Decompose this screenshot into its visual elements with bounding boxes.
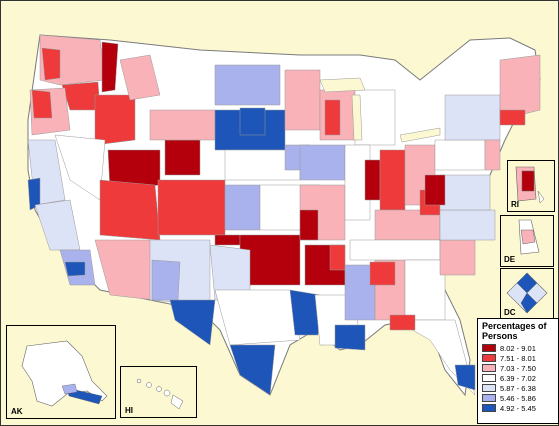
legend-item: 7.51 - 8.01 xyxy=(482,353,558,363)
region-fl-south xyxy=(454,364,476,391)
region-mt-west xyxy=(119,54,161,101)
region-ma xyxy=(499,109,526,126)
delaware-inset: DE xyxy=(500,215,554,267)
legend-swatch xyxy=(482,374,496,382)
legend-label: 5.87 - 6.38 xyxy=(500,383,536,393)
lake-superior xyxy=(319,77,366,93)
legend-swatch xyxy=(482,394,496,402)
region-il xyxy=(344,144,371,221)
legend-label: 7.03 - 7.50 xyxy=(500,363,536,373)
region-or-west xyxy=(31,89,53,119)
alaska-shape xyxy=(21,340,108,407)
region-mi-upper xyxy=(324,99,341,136)
region-nm-west xyxy=(151,259,181,301)
region-ut-south xyxy=(99,179,161,241)
region-ca-la xyxy=(64,261,86,277)
legend-swatch xyxy=(482,404,496,412)
rhode-island-inset: RI xyxy=(507,160,555,212)
region-il-south xyxy=(364,159,381,201)
region-wv xyxy=(424,174,446,206)
region-tx-central xyxy=(214,289,301,346)
region-id-south xyxy=(94,94,136,146)
legend-item: 4.92 - 5.45 xyxy=(482,403,558,413)
region-co-east xyxy=(224,184,261,231)
legend-label: 7.51 - 8.01 xyxy=(500,353,536,363)
region-tx-south xyxy=(229,344,276,396)
inset-label-dc: DC xyxy=(504,308,516,317)
legend-item: 8.02 - 9.01 xyxy=(482,343,558,353)
region-la-south xyxy=(334,324,366,351)
dc-inset: DC xyxy=(500,268,554,320)
region-nc xyxy=(439,209,496,241)
region-wy-west xyxy=(164,139,201,176)
legend-item: 6.39 - 7.02 xyxy=(482,373,558,383)
inset-label-de: DE xyxy=(504,255,516,264)
region-sd-east xyxy=(239,107,266,136)
region-new-england xyxy=(499,54,541,121)
legend-label: 4.92 - 5.45 xyxy=(500,403,536,413)
region-tx-west xyxy=(169,299,216,346)
lake-erie xyxy=(399,127,441,143)
region-tx-east xyxy=(289,289,321,336)
legend-swatch xyxy=(482,384,496,392)
legend-title: Percentages of Persons xyxy=(482,321,547,341)
legend-label: 8.02 - 9.01 xyxy=(500,343,536,353)
region-va xyxy=(439,174,491,211)
legend-swatch xyxy=(482,364,496,372)
inset-label-ri: RI xyxy=(511,200,519,209)
hawaii-inset: HI xyxy=(120,366,197,418)
region-al-north xyxy=(369,261,396,286)
region-co xyxy=(157,179,226,236)
delaware-shape xyxy=(518,219,540,255)
region-wy xyxy=(149,109,216,141)
legend-item: 5.46 - 5.86 xyxy=(482,393,558,403)
lake-michigan xyxy=(351,94,363,141)
region-ny xyxy=(444,94,501,141)
legend-label: 5.46 - 5.86 xyxy=(500,393,536,403)
legend-swatch xyxy=(482,344,496,352)
region-ar-east xyxy=(329,244,346,271)
inset-label-ak: AK xyxy=(11,407,23,416)
legend-item: 5.87 - 6.38 xyxy=(482,383,558,393)
region-in xyxy=(379,149,406,211)
region-mn xyxy=(284,69,321,131)
legend: Percentages of Persons 8.02 - 9.01 7.51 … xyxy=(477,318,559,424)
region-sc xyxy=(439,239,476,276)
region-mo-south xyxy=(299,209,319,241)
region-nj xyxy=(484,139,501,171)
region-id-north xyxy=(101,41,119,93)
region-pa xyxy=(434,139,486,171)
inset-label-hi: HI xyxy=(125,406,133,415)
legend-swatch xyxy=(482,354,496,362)
hawaii-shape xyxy=(136,378,184,410)
alaska-inset: AK xyxy=(6,325,116,419)
region-tn xyxy=(349,239,441,261)
region-ia xyxy=(299,144,346,181)
region-nd xyxy=(214,64,281,106)
region-ok-panhandle xyxy=(214,234,241,246)
region-fl-panhandle xyxy=(389,314,416,331)
legend-label: 6.39 - 7.02 xyxy=(500,373,536,383)
dc-shape xyxy=(506,272,548,314)
region-wa-seattle xyxy=(41,47,61,81)
rhode-island-shape xyxy=(515,166,545,204)
legend-item: 7.03 - 7.50 xyxy=(482,363,558,373)
region-ga xyxy=(404,259,446,321)
